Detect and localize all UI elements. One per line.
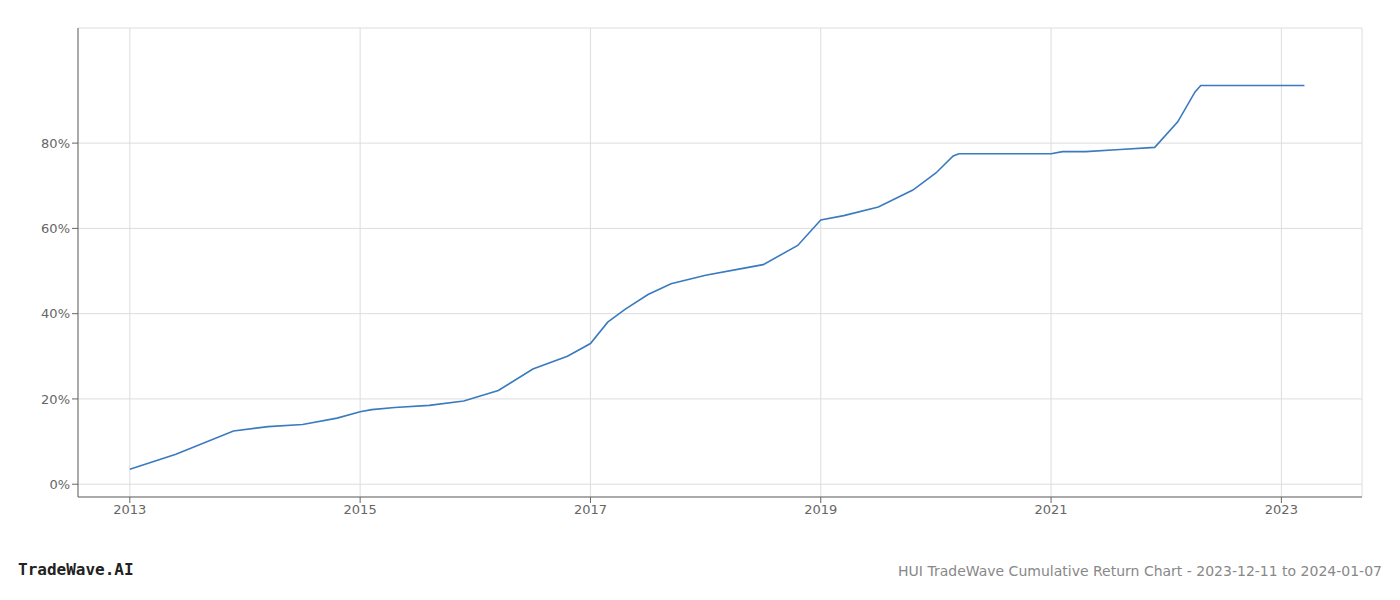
svg-text:2015: 2015 [344,502,377,517]
svg-text:2021: 2021 [1035,502,1068,517]
svg-text:40%: 40% [41,306,70,321]
html-text:HUI TradeWave Cumulative Retur: HUI TradeWave Cumulative Return Chart - … [898,563,1382,579]
svg-text:2023: 2023 [1265,502,1298,517]
svg-text:2013: 2013 [113,502,146,517]
svg-text:2019: 2019 [804,502,837,517]
html-text:TradeWave.AI: TradeWave.AI [18,560,134,579]
svg-text:60%: 60% [41,221,70,236]
svg-text:20%: 20% [41,392,70,407]
svg-text:80%: 80% [41,136,70,151]
svg-text:0%: 0% [49,477,70,492]
svg-text:2017: 2017 [574,502,607,517]
